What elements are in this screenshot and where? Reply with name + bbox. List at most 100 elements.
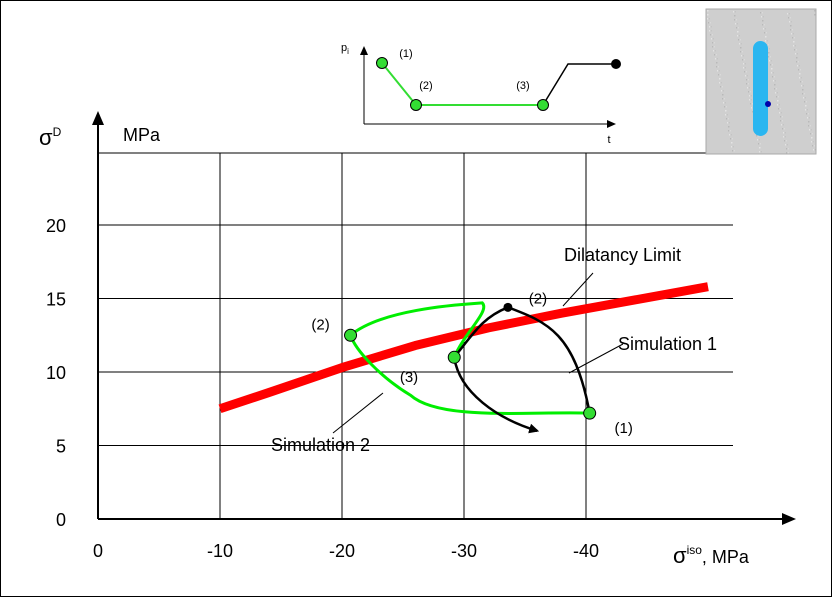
specimen-grain xyxy=(786,144,788,146)
specimen-grain xyxy=(751,107,753,109)
inset-label-3: (3) xyxy=(516,80,529,92)
specimen-grain xyxy=(729,130,731,132)
specimen-grain xyxy=(799,73,801,75)
specimen-grain xyxy=(774,80,776,82)
specimen-grain xyxy=(757,135,759,137)
inset-label-2: (2) xyxy=(419,80,432,92)
specimen-grain xyxy=(778,108,780,110)
specimen-grain xyxy=(792,37,794,39)
y-tick-label: 10 xyxy=(46,363,66,383)
specimen-grain xyxy=(719,74,721,76)
specimen-grain xyxy=(712,42,714,44)
specimen-grain xyxy=(752,107,754,109)
specimen-grain xyxy=(774,84,776,86)
specimen-grain xyxy=(805,109,807,111)
specimen-grain xyxy=(768,56,770,58)
specimen-grain xyxy=(713,42,715,44)
specimen-grain xyxy=(731,138,733,140)
inset-background xyxy=(356,26,626,151)
specimen-grain xyxy=(787,13,789,15)
specimen-grain xyxy=(762,16,764,18)
specimen-grain xyxy=(721,90,723,92)
specimen-grain xyxy=(716,66,718,68)
specimen-grain xyxy=(709,22,711,24)
specimen-grain xyxy=(759,143,761,145)
specimen-grain xyxy=(707,14,709,16)
specimen-grain xyxy=(795,49,797,51)
x-axis-label: σiso, MPa xyxy=(673,543,750,568)
specimen-grain xyxy=(780,116,782,118)
specimen-grain xyxy=(791,29,793,31)
specimen-grain xyxy=(728,122,730,124)
specimen-grain xyxy=(789,17,791,19)
specimen-grain xyxy=(713,50,715,52)
specimen-grain xyxy=(728,126,730,128)
specimen-grain xyxy=(730,134,732,136)
specimen-grain xyxy=(796,57,798,59)
specimen-grain xyxy=(782,128,784,130)
specimen-grain xyxy=(791,33,793,35)
specimen-grain xyxy=(738,39,740,41)
specimen-grain xyxy=(788,13,790,15)
specimen-grain xyxy=(722,98,724,100)
specimen-grain xyxy=(745,71,747,73)
specimen-grain xyxy=(718,70,720,72)
specimen-grain xyxy=(717,66,719,68)
specimen-grain xyxy=(740,47,742,49)
inset-point-marker xyxy=(376,57,388,69)
specimen-grain xyxy=(780,120,782,122)
specimen-grain xyxy=(739,43,741,45)
specimen-grain xyxy=(811,133,813,135)
specimen-grain xyxy=(773,76,775,78)
specimen-grain xyxy=(721,86,723,88)
specimen-grain xyxy=(714,54,716,56)
specimen-grain xyxy=(741,51,743,53)
dilatancy-limit-label: Dilatancy Limit xyxy=(564,245,681,265)
inset-chart: pi t (1) (2) (3) xyxy=(341,26,626,151)
specimen-grain xyxy=(739,39,741,41)
specimen-grain xyxy=(730,138,732,140)
specimen-grain xyxy=(746,79,748,81)
specimen-grain xyxy=(765,32,767,34)
specimen-grain xyxy=(760,151,762,153)
specimen-grain xyxy=(732,146,734,148)
specimen-grain xyxy=(734,19,736,21)
specimen-grain xyxy=(771,68,773,70)
specimen-grain xyxy=(762,24,764,26)
specimen-grain xyxy=(743,63,745,65)
y-tick-label: 20 xyxy=(46,216,66,236)
specimen-grain xyxy=(744,67,746,69)
specimen-grain xyxy=(762,20,764,22)
specimen-grain xyxy=(776,92,778,94)
specimen-grain xyxy=(782,124,784,126)
specimen-grain xyxy=(790,25,792,27)
specimen-grain xyxy=(802,89,804,91)
specimen-grain xyxy=(809,129,811,131)
y-tick-label: 0 xyxy=(56,510,66,530)
specimen-point xyxy=(765,101,771,107)
specimen-grain xyxy=(798,69,800,71)
specimen-grain xyxy=(814,14,816,16)
specimen-grain xyxy=(792,33,794,35)
specimen-grain xyxy=(776,96,778,98)
specimen-grain xyxy=(725,106,727,108)
specimen-grain xyxy=(808,121,810,123)
specimen-grain xyxy=(808,117,810,119)
point-3-label: (3) xyxy=(400,369,418,386)
dilatancy-limit-leader xyxy=(562,272,594,307)
specimen-grain xyxy=(803,93,805,95)
simulation-1-leader xyxy=(568,343,624,374)
specimen-grain xyxy=(801,81,803,83)
specimen-grain xyxy=(750,95,752,97)
specimen-grain xyxy=(777,100,779,102)
specimen-grain xyxy=(710,26,712,28)
specimen-grain xyxy=(710,34,712,36)
specimen-grain xyxy=(743,59,745,61)
x-tick-label: 0 xyxy=(93,541,103,561)
specimen-grain xyxy=(777,96,779,98)
specimen-crack xyxy=(753,41,768,136)
specimen-grain xyxy=(734,15,736,17)
specimen-grain xyxy=(810,129,812,131)
specimen-grain xyxy=(742,55,744,57)
specimen-grain xyxy=(735,19,737,21)
